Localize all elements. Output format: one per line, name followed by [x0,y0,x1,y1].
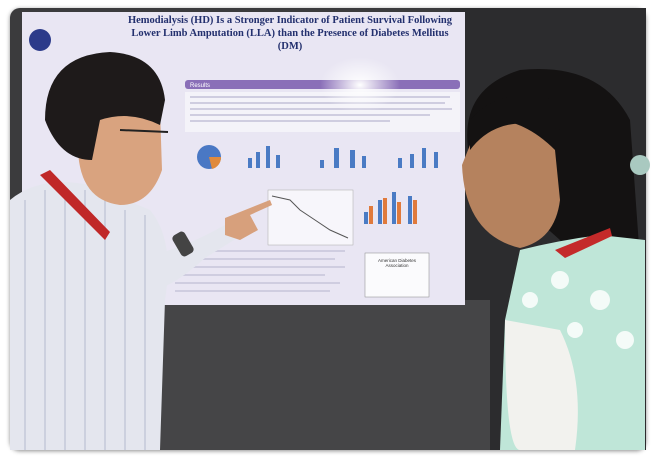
text-lines [190,96,452,122]
reference-lines [175,250,345,292]
man [10,52,272,450]
light-glare [320,57,400,113]
poster-title: Hemodialysis (HD) Is a Stronger Indicato… [127,15,453,52]
woman [462,69,650,450]
logo-box-text: American Diabetes Association [377,258,417,268]
text-block [185,92,460,132]
section-heading: Results [190,83,211,89]
poster-logo [29,29,51,51]
mini-charts [197,145,438,298]
